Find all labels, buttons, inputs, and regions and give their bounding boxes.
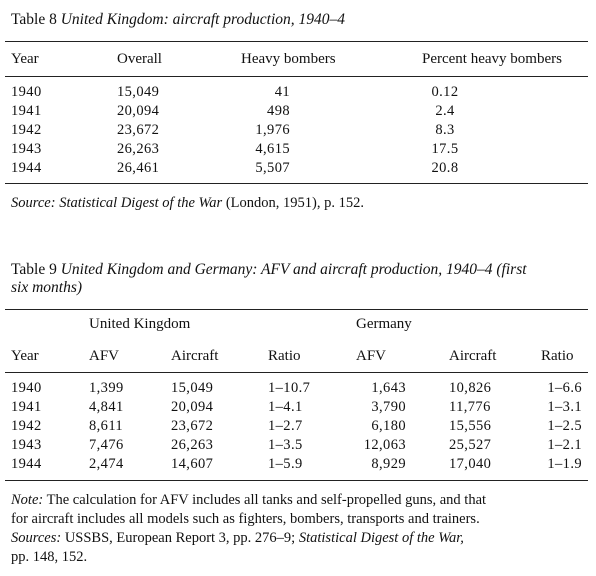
overall-cell: 20,094 bbox=[117, 103, 160, 119]
uk-ratio-cell: 1–5.9 bbox=[268, 456, 303, 472]
table9-header-uk-ratio: Ratio bbox=[268, 348, 301, 364]
table9-number: Table 9 bbox=[11, 261, 57, 278]
table8-title: Table 8 United Kingdom: aircraft product… bbox=[11, 10, 345, 29]
table9-header-uk-afv: AFV bbox=[89, 348, 120, 364]
table8-number: Table 8 bbox=[11, 11, 57, 28]
percent-cell: 8.3 bbox=[435, 122, 455, 138]
sources-label: Sources: bbox=[11, 530, 62, 546]
percent-cell: 20.8 bbox=[431, 160, 459, 176]
percent-cell: 2.4 bbox=[435, 103, 455, 119]
table9-title-line1: United Kingdom and Germany: AFV and airc… bbox=[60, 261, 527, 278]
table9-title: Table 9 United Kingdom and Germany: AFV … bbox=[11, 260, 527, 279]
heavy-cell: 4,615 bbox=[255, 141, 290, 157]
de-ratio-cell: 1–2.1 bbox=[547, 437, 582, 453]
table9-header-uk-aircraft: Aircraft bbox=[171, 348, 219, 364]
table8-title-text: United Kingdom: aircraft production, 194… bbox=[60, 11, 346, 28]
table8-header-rule bbox=[5, 76, 588, 77]
table8-header-overall: Overall bbox=[117, 51, 162, 67]
table9-bottom-rule bbox=[5, 480, 588, 481]
uk-afv-cell: 8,611 bbox=[89, 418, 124, 434]
heavy-cell: 498 bbox=[267, 103, 290, 119]
table9-title-line2: six months) bbox=[11, 279, 83, 296]
year-cell: 1942 bbox=[11, 418, 42, 434]
uk-aircraft-cell: 26,263 bbox=[171, 437, 214, 453]
uk-ratio-cell: 1–3.5 bbox=[268, 437, 303, 453]
year-cell: 1944 bbox=[11, 456, 42, 472]
table8-header-percent: Percent heavy bombers bbox=[422, 51, 562, 67]
source-details: (London, 1951), p. 152. bbox=[225, 195, 364, 211]
table9-note-line2: for aircraft includes all models such as… bbox=[11, 510, 480, 529]
overall-cell: 26,461 bbox=[117, 160, 160, 176]
sources-publication: Statistical Digest of the War, bbox=[298, 530, 464, 546]
table9-sources-line1: Sources: USSBS, European Report 3, pp. 2… bbox=[11, 529, 464, 548]
de-afv-cell: 3,790 bbox=[371, 399, 406, 415]
sources-text: USSBS, European Report 3, pp. 276–9; bbox=[64, 530, 296, 546]
table9-header-year: Year bbox=[11, 348, 39, 364]
year-cell: 1943 bbox=[11, 437, 42, 453]
uk-afv-cell: 1,399 bbox=[89, 380, 124, 396]
table9-sources-line2: pp. 148, 152. bbox=[11, 548, 87, 567]
year-cell: 1942 bbox=[11, 122, 42, 138]
year-cell: 1940 bbox=[11, 84, 42, 100]
uk-ratio-cell: 1–10.7 bbox=[268, 380, 311, 396]
percent-cell: 0.12 bbox=[431, 84, 459, 100]
uk-afv-cell: 2,474 bbox=[89, 456, 124, 472]
table9-title-wrap: six months) bbox=[11, 278, 82, 297]
overall-cell: 23,672 bbox=[117, 122, 160, 138]
de-aircraft-cell: 17,040 bbox=[449, 456, 492, 472]
uk-ratio-cell: 1–2.7 bbox=[268, 418, 303, 434]
overall-cell: 15,049 bbox=[117, 84, 160, 100]
percent-cell: 17.5 bbox=[431, 141, 459, 157]
de-ratio-cell: 1–1.9 bbox=[547, 456, 582, 472]
source-publication: Statistical Digest of the War bbox=[59, 195, 223, 211]
de-afv-cell: 12,063 bbox=[363, 437, 406, 453]
year-cell: 1944 bbox=[11, 160, 42, 176]
year-cell: 1941 bbox=[11, 399, 42, 415]
uk-ratio-cell: 1–4.1 bbox=[268, 399, 303, 415]
note-text-2: for aircraft includes all models such as… bbox=[11, 511, 480, 527]
heavy-cell: 5,507 bbox=[255, 160, 290, 176]
source-label: Source: bbox=[11, 195, 56, 211]
note-label: Note: bbox=[11, 492, 44, 508]
group-label-uk: United Kingdom bbox=[89, 316, 191, 332]
overall-cell: 26,263 bbox=[117, 141, 160, 157]
uk-afv-cell: 7,476 bbox=[89, 437, 124, 453]
table9-header-de-aircraft: Aircraft bbox=[449, 348, 497, 364]
sources-pages: pp. 148, 152. bbox=[11, 549, 88, 565]
year-cell: 1940 bbox=[11, 380, 42, 396]
uk-aircraft-cell: 14,607 bbox=[171, 456, 214, 472]
de-afv-cell: 6,180 bbox=[371, 418, 406, 434]
table9-header-de-ratio: Ratio bbox=[541, 348, 574, 364]
de-aircraft-cell: 10,826 bbox=[449, 380, 492, 396]
table8-source: Source: Statistical Digest of the War (L… bbox=[11, 194, 364, 213]
uk-afv-cell: 4,841 bbox=[89, 399, 124, 415]
group-label-germany: Germany bbox=[356, 316, 412, 332]
de-afv-cell: 1,643 bbox=[371, 380, 406, 396]
year-cell: 1943 bbox=[11, 141, 42, 157]
table9-header-de-afv: AFV bbox=[356, 348, 387, 364]
uk-aircraft-cell: 23,672 bbox=[171, 418, 214, 434]
note-text-1: The calculation for AFV includes all tan… bbox=[46, 492, 487, 508]
uk-aircraft-cell: 20,094 bbox=[171, 399, 214, 415]
table8-bottom-rule bbox=[5, 183, 588, 184]
de-ratio-cell: 1–3.1 bbox=[547, 399, 582, 415]
year-cell: 1941 bbox=[11, 103, 42, 119]
de-aircraft-cell: 15,556 bbox=[449, 418, 492, 434]
heavy-cell: 41 bbox=[274, 84, 290, 100]
table9-top-rule bbox=[5, 309, 588, 310]
table9-header-rule bbox=[5, 372, 588, 373]
de-ratio-cell: 1–2.5 bbox=[547, 418, 582, 434]
heavy-cell: 1,976 bbox=[255, 122, 290, 138]
de-aircraft-cell: 11,776 bbox=[449, 399, 491, 415]
de-afv-cell: 8,929 bbox=[371, 456, 406, 472]
uk-aircraft-cell: 15,049 bbox=[171, 380, 214, 396]
table8-top-rule bbox=[5, 41, 588, 42]
de-aircraft-cell: 25,527 bbox=[449, 437, 492, 453]
table9-note-line1: Note: The calculation for AFV includes a… bbox=[11, 491, 486, 510]
table8-header-heavy: Heavy bombers bbox=[241, 51, 336, 67]
table8-header-year: Year bbox=[11, 51, 39, 67]
de-ratio-cell: 1–6.6 bbox=[547, 380, 582, 396]
